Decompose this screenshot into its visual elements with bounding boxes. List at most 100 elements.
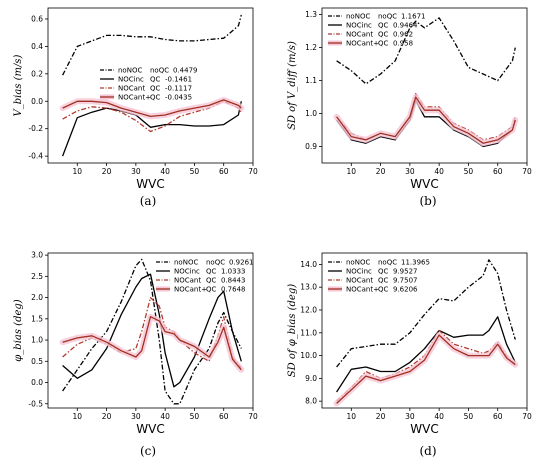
- y-tick-label: 1.2: [305, 43, 317, 52]
- plot-frame: [321, 7, 528, 164]
- series-line-nonoc: [62, 258, 242, 405]
- legend-qc-label: QC: [378, 277, 389, 285]
- x-tick-label: 60: [219, 412, 229, 421]
- series-line-nocinc: [61, 101, 242, 157]
- panel-caption: (c): [140, 444, 156, 458]
- x-tick-label: 30: [405, 167, 415, 176]
- series-line-nocantplus: [62, 99, 242, 118]
- legend-qc-label: QC: [378, 31, 389, 39]
- legend-qc-label: QC: [150, 94, 161, 102]
- legend-label: NOCinc: [346, 22, 372, 30]
- y-tick-label: 0.0: [31, 378, 43, 387]
- series-group: [333, 17, 519, 148]
- series-line-nonoc: [336, 259, 516, 368]
- y-tick-label: 1.5: [31, 314, 43, 323]
- y-tick-label: -0.4: [28, 152, 43, 161]
- legend-value: 1.1671: [401, 13, 426, 21]
- legend-label: noNOC: [118, 67, 142, 75]
- legend-label: NOCant+: [174, 286, 207, 294]
- y-tick-label: 14.0: [300, 260, 317, 269]
- legend-label: NOCinc: [174, 268, 200, 276]
- y-tick-label: 1.1: [305, 76, 317, 85]
- legend-label: noNOC: [174, 259, 198, 267]
- panel-caption: (d): [419, 444, 436, 458]
- y-tick-label: 1.0: [31, 336, 43, 345]
- x-tick-label: 10: [347, 167, 357, 176]
- x-tick-label: 10: [73, 412, 83, 421]
- x-tick-label: 10: [347, 412, 357, 421]
- series-group: [333, 259, 519, 407]
- legend-label: NOCant: [118, 85, 145, 93]
- x-axis-label: WVC: [410, 177, 438, 191]
- x-axis-label: WVC: [136, 177, 164, 191]
- x-tick-label: 30: [405, 412, 415, 421]
- legend-qc-label: QC: [378, 22, 389, 30]
- legend-qc-label: QC: [206, 277, 217, 285]
- x-tick-label: 40: [160, 412, 170, 421]
- x-tick-label: 40: [434, 412, 444, 421]
- x-tick-label: 70: [522, 167, 532, 176]
- x-tick-label: 30: [131, 412, 141, 421]
- chart-panel-3: 10 20 30 40 50 60 70 -0.5 0.0 0.5 1.0 1.5 2.0 2.5 3.0 W…: [13, 251, 258, 458]
- legend-qc-label: QC: [378, 286, 389, 294]
- legend-qc-label: QC: [378, 40, 389, 48]
- legend-qc-label: QC: [150, 76, 161, 84]
- series-band-nocantplus: [59, 313, 245, 373]
- legend-label: NOCant: [346, 277, 373, 285]
- legend-value: 1.0333: [221, 268, 246, 276]
- legend-label: NOCant+: [346, 286, 379, 294]
- y-tick-label: 0.9: [305, 142, 317, 151]
- legend-value: -0.1117: [165, 85, 192, 93]
- x-tick-label: 50: [464, 412, 474, 421]
- series-line-nocant: [62, 100, 242, 133]
- y-tick-label: 0.5: [31, 357, 43, 366]
- x-tick-label: 50: [190, 412, 200, 421]
- legend-label: noNOC: [346, 13, 370, 21]
- series-line-nocantplus: [62, 316, 242, 371]
- series-line-nocant: [336, 329, 516, 402]
- y-tick-label: 0.4: [31, 42, 43, 51]
- series-line-nocantplus: [336, 334, 516, 404]
- legend-value: -0.1461: [165, 76, 192, 84]
- y-axis-label: φ_bias (deg): [13, 299, 24, 361]
- series-line-nocantplus: [336, 96, 516, 144]
- legend-value: 9.6206: [393, 286, 418, 294]
- x-tick-label: 70: [248, 412, 258, 421]
- series-line-nonoc: [336, 17, 516, 85]
- y-tick-label: 12.0: [300, 305, 317, 314]
- legend-value: 9.9527: [393, 268, 418, 276]
- legend: noNOC noQC 0.9261 NOCinc QC 1.0333 NOCant QC 0.8…: [156, 259, 254, 294]
- x-tick-label: 50: [464, 167, 474, 176]
- chart-panel-2: 10 20 30 40 50 60 70 0.9 1.0 1.1 1.2 1.3 WVC SD of V_…: [287, 7, 532, 208]
- legend: noNOC noQC 0.4479 NOCinc QC -0.1461 NOCant QC -0…: [100, 67, 198, 102]
- series-line-nocant: [62, 296, 242, 369]
- y-tick-label: 13.0: [300, 283, 317, 292]
- y-axis-label: SD of φ_bias (deg): [287, 284, 298, 377]
- legend-label: NOCant+: [118, 94, 151, 102]
- legend-qc-label: QC: [206, 286, 217, 294]
- legend-qc-label: noQC: [378, 13, 397, 21]
- x-tick-label: 60: [493, 412, 503, 421]
- y-tick-label: 1.0: [305, 109, 317, 118]
- legend-qc-label: QC: [206, 268, 217, 276]
- y-tick-label: 0.0: [31, 97, 43, 106]
- y-axis-label: V_bias (m/s): [13, 54, 24, 116]
- legend: noNOC noQC 11.3965 NOCinc QC 9.9527 NOCant QC 9.…: [328, 259, 430, 294]
- x-tick-label: 10: [73, 167, 83, 176]
- x-tick-label: 70: [522, 412, 532, 421]
- legend-label: NOCinc: [346, 268, 372, 276]
- y-tick-label: 1.3: [305, 10, 317, 19]
- legend-value: 0.7648: [221, 286, 246, 294]
- legend-value: 0.4479: [173, 67, 198, 75]
- series-band-nocantplus: [333, 332, 519, 407]
- y-tick-label: 3.0: [31, 251, 43, 260]
- chart-panel-1: 10 20 30 40 50 60 70 -0.4 -0.2 0.0 0.2 0.4 0.6 WVC V_b…: [13, 7, 258, 208]
- legend-label: noNOC: [346, 259, 370, 267]
- y-tick-label: 9.0: [305, 374, 317, 383]
- x-tick-label: 40: [434, 167, 444, 176]
- legend-value: -0.0435: [165, 94, 192, 102]
- x-tick-label: 50: [190, 167, 200, 176]
- series-group: [59, 258, 245, 405]
